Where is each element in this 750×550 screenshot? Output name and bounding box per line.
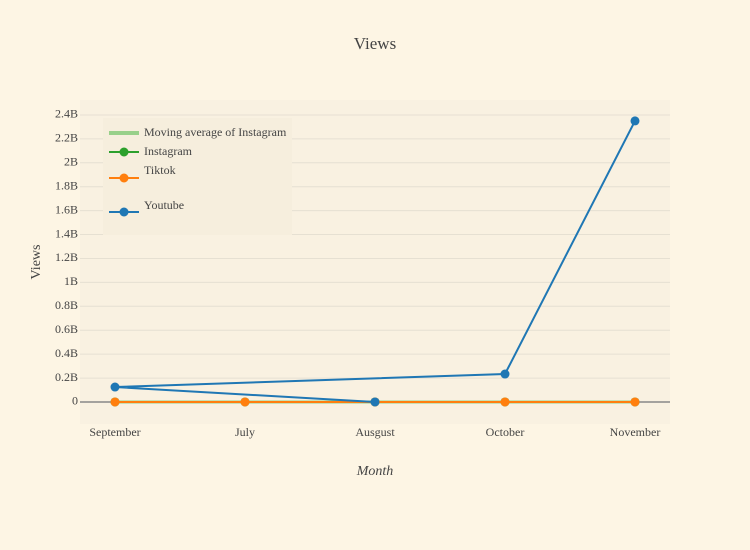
series-line — [114, 120, 636, 403]
legend-marker — [119, 173, 129, 183]
point — [110, 382, 120, 392]
point — [630, 116, 640, 126]
y-tick-label: 0.8B — [55, 298, 78, 312]
y-tick-label: 0.4B — [55, 346, 78, 360]
y-tick-label: 1.8B — [55, 178, 78, 192]
y-axis-label: Views — [29, 245, 44, 280]
x-tick-label: July — [235, 425, 255, 439]
chart-title: Views — [354, 34, 396, 53]
legend-marker — [119, 207, 129, 217]
legend-label: Youtube — [144, 198, 184, 212]
y-tick-label: 1.2B — [55, 250, 78, 264]
y-tick-label: 1.4B — [55, 226, 78, 240]
point — [500, 369, 510, 379]
legend-label: Instagram — [144, 144, 193, 158]
point — [370, 397, 380, 407]
point — [630, 397, 640, 407]
x-axis-label: Month — [356, 464, 394, 479]
x-tick-label: Ausgust — [355, 425, 395, 439]
legend-label: Tiktok — [144, 163, 176, 177]
legend-marker — [119, 147, 129, 157]
legend-box — [103, 118, 292, 235]
y-tick-label: 0 — [72, 394, 78, 408]
y-tick-label: 1B — [64, 274, 78, 288]
x-tick-label: October — [486, 425, 525, 439]
y-tick-label: 1.6B — [55, 202, 78, 216]
point — [240, 397, 250, 407]
x-tick-label: November — [610, 425, 661, 439]
y-tick-label: 2.2B — [55, 131, 78, 145]
legend-label: Moving average of Instagram — [144, 125, 287, 139]
y-tick-label: 0.6B — [55, 322, 78, 336]
point — [110, 397, 120, 407]
y-tick-label: 0.2B — [55, 370, 78, 384]
point — [500, 397, 510, 407]
y-tick-label: 2B — [64, 155, 78, 169]
y-tick-label: 2.4B — [55, 107, 78, 121]
x-tick-label: September — [89, 425, 140, 439]
